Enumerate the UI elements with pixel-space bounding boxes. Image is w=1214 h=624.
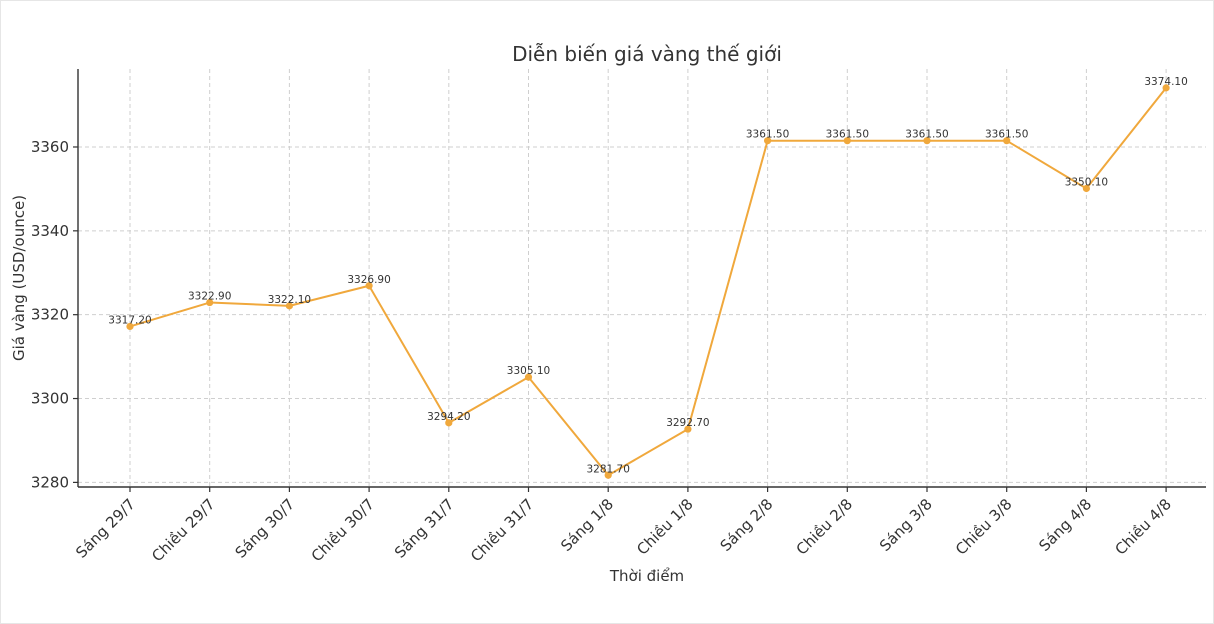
x-tick-label: Sáng 3/8 (876, 495, 936, 555)
y-axis-label: Giá vàng (USD/ounce) (10, 195, 28, 361)
data-labels: 3317.20 3322.90 3322.10 3326.90 3294.20 3305.… (108, 76, 1188, 475)
data-label: 3317.20 (108, 314, 151, 326)
data-label: 3322.90 (188, 291, 231, 303)
x-tick-label: Chiều 3/8 (952, 495, 1015, 558)
x-tick-label: Sáng 30/7 (232, 495, 299, 562)
data-point (285, 302, 293, 310)
series (126, 84, 1170, 479)
x-tick-label: Chiều 29/7 (148, 495, 218, 565)
series-line (129, 87, 1167, 477)
x-axis-label: Thời điểm (609, 567, 684, 585)
y-tick-label: 3360 (31, 138, 69, 156)
data-label: 3305.10 (507, 365, 550, 377)
data-label: 3292.70 (666, 417, 709, 429)
x-tick-label: Sáng 29/7 (72, 495, 139, 562)
data-point (843, 137, 851, 145)
data-label: 3361.50 (905, 129, 948, 141)
data-point (445, 419, 453, 427)
data-label: 3361.50 (746, 129, 789, 141)
y-tick-label: 3320 (31, 306, 69, 324)
data-point (524, 373, 533, 381)
chart-title: Diễn biến giá vàng thế giới (512, 42, 782, 66)
data-point (1162, 84, 1170, 92)
x-tick-label: Sáng 4/8 (1035, 495, 1095, 555)
x-tick-label: Sáng 31/7 (391, 495, 458, 562)
data-point (206, 298, 214, 307)
data-point (684, 425, 692, 433)
data-label: 3361.50 (985, 129, 1028, 141)
data-point (365, 282, 373, 290)
y-tick-label: 3300 (31, 390, 69, 408)
data-label: 3281.70 (586, 463, 629, 475)
data-point (1003, 137, 1011, 145)
data-label: 3374.10 (1144, 76, 1187, 88)
x-tick-label: Chiều 31/7 (467, 495, 537, 565)
data-point (604, 471, 612, 479)
x-tick-label: Sáng 1/8 (557, 495, 617, 555)
y-tick-label: 3340 (31, 222, 69, 240)
data-point (1082, 184, 1090, 193)
x-tick-label: Chiều 4/8 (1111, 495, 1174, 558)
x-tick-label: Sáng 2/8 (717, 495, 777, 555)
data-label: 3361.50 (826, 129, 869, 141)
x-tick-label: Chiều 1/8 (633, 495, 696, 558)
x-tick-label: Chiều 30/7 (308, 495, 378, 565)
data-label: 3322.10 (268, 294, 311, 306)
x-tick-label: Chiều 2/8 (793, 495, 856, 558)
data-label: 3350.10 (1065, 176, 1108, 188)
grid (78, 69, 1206, 487)
data-point (923, 137, 931, 145)
data-label: 3326.90 (347, 274, 390, 286)
data-point (126, 322, 134, 331)
data-label: 3294.20 (427, 411, 470, 423)
data-point (764, 137, 772, 145)
y-tick-label: 3280 (31, 473, 69, 491)
